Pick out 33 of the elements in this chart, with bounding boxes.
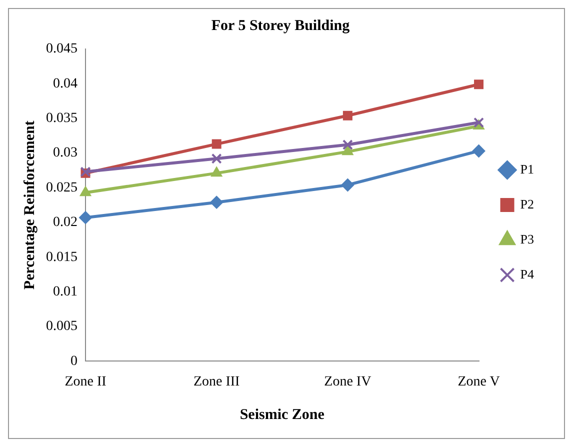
y-tick-label: 0.025 [46, 180, 78, 196]
y-tick-label: 0.045 [46, 42, 78, 57]
legend-label: P4 [520, 266, 534, 282]
point [210, 196, 224, 209]
point [210, 166, 222, 177]
point [212, 139, 222, 149]
point [342, 140, 353, 150]
x-tick-label: Zone IV [324, 374, 372, 390]
y-tick-label: 0.01 [53, 284, 78, 300]
y-tick-label: 0.035 [46, 111, 78, 126]
x-tick-label: Zone II [64, 374, 107, 390]
point [342, 145, 354, 156]
y-tick-label: 0 [70, 354, 78, 369]
y-tick-label: 0.005 [46, 319, 78, 334]
legend-label: P1 [520, 161, 534, 176]
x-axis-title: Seismic Zone [240, 406, 325, 423]
point [472, 144, 486, 158]
y-tick-label: 0.03 [53, 146, 78, 161]
point [342, 110, 352, 120]
y-tick-label: 0.04 [53, 76, 78, 92]
point [474, 80, 484, 90]
chart-title: For 5 Storey Building [211, 18, 350, 34]
point [341, 178, 354, 192]
y-tick-label: 0.02 [53, 215, 78, 230]
point [211, 153, 222, 164]
x-tick-label: Zone V [458, 374, 500, 390]
legend-label: P3 [520, 231, 534, 246]
point [79, 211, 92, 224]
point [80, 186, 92, 196]
legend-label: P2 [520, 196, 534, 212]
x-tick-label: Zone III [193, 374, 240, 390]
y-tick-label: 0.015 [46, 250, 78, 265]
y-axis-title: Percentage Reinforcement [22, 120, 38, 290]
